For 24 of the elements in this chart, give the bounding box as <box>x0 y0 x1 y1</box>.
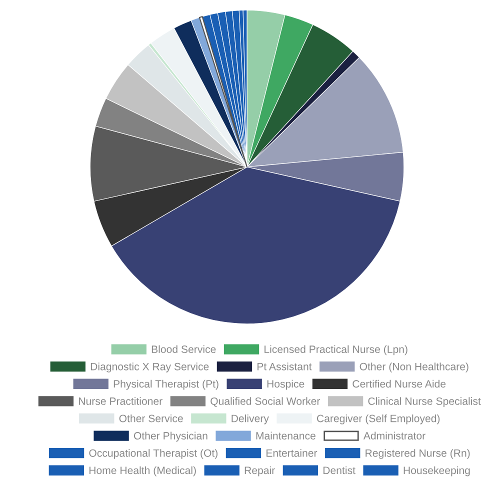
legend-label: Entertainer <box>266 449 318 457</box>
legend-label: Blood Service <box>152 345 216 354</box>
legend-label: Other Physician <box>134 432 208 442</box>
legend-label: Dentist <box>323 466 356 474</box>
legend-label: Licensed Practical Nurse (Lpn) <box>264 345 408 356</box>
legend-label: Housekeeping <box>404 466 470 476</box>
legend-label: Physical Therapist (Pt) <box>114 380 218 390</box>
legend-label: Qualified Social Worker <box>210 397 320 407</box>
legend-label: Delivery <box>232 414 269 424</box>
legend-label: Pt Assistant <box>258 362 312 370</box>
legend-label: Repair <box>244 466 275 476</box>
legend-label: Registered Nurse (Rn) <box>366 449 470 459</box>
legend-label: Diagnostic X Ray Service <box>90 362 209 372</box>
legend-label: Other Service <box>119 414 183 422</box>
legend-label: Occupational Therapist (Ot) <box>89 449 218 459</box>
legend-label: Home Health (Medical) <box>89 466 196 476</box>
legend-label: Nurse Practitioner <box>79 397 162 405</box>
legend-label: Caregiver (Self Employed) <box>317 414 440 424</box>
legend-label: Clinical Nurse Specialist <box>368 397 481 408</box>
legend-label: Administrator <box>363 432 426 440</box>
legend-label: Maintenance <box>256 432 316 440</box>
legend-label: Other (Non Healthcare) <box>360 362 468 372</box>
legend-label: Certified Nurse Aide <box>352 380 446 388</box>
legend-label: Hospice <box>267 380 304 390</box>
